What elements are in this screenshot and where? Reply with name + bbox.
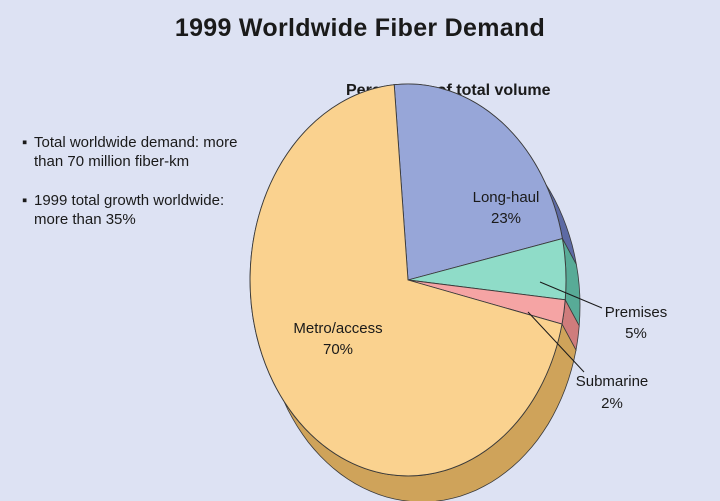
slice-label-long-haul: Long-haul 23%	[473, 189, 540, 227]
leader-line-submarine	[527, 311, 585, 373]
slice-value: 2%	[601, 395, 623, 412]
slice-label-metro-access: Metro/access 70%	[293, 320, 382, 358]
slice-value: 70%	[323, 341, 353, 358]
notes-list: ▪ Total worldwide demand: more than 70 m…	[22, 133, 262, 249]
bullet-icon: ▪	[22, 134, 28, 151]
leader-line-premises	[539, 281, 603, 309]
slice-name: Metro/access	[293, 320, 382, 337]
slice-label-submarine: Submarine 2%	[576, 373, 649, 412]
pie-slice-metro-access	[249, 84, 563, 477]
note-text-demand: Total worldwide demand: more than 70 mil…	[34, 134, 238, 170]
slice-label-premises: Premises 5%	[605, 304, 668, 342]
note-item: ▪ Total worldwide demand: more than 70 m…	[22, 133, 262, 171]
bullet-icon: ▪	[22, 192, 28, 209]
slice-name: Premises	[605, 304, 668, 321]
note-text-growth: 1999 total growth worldwide: more than 3…	[34, 192, 225, 228]
note-item: ▪ 1999 total growth worldwide: more than…	[22, 191, 262, 229]
pie-slices	[249, 83, 567, 477]
slice-value: 5%	[625, 325, 647, 342]
slice-name: Long-haul	[473, 189, 540, 206]
pie-leader-lines	[527, 281, 603, 373]
slice-value: 23%	[491, 210, 521, 227]
slice-name: Submarine	[576, 373, 649, 390]
chart-title: 1999 Worldwide Fiber Demand	[174, 14, 546, 42]
pie-slice-long-haul	[393, 83, 563, 281]
